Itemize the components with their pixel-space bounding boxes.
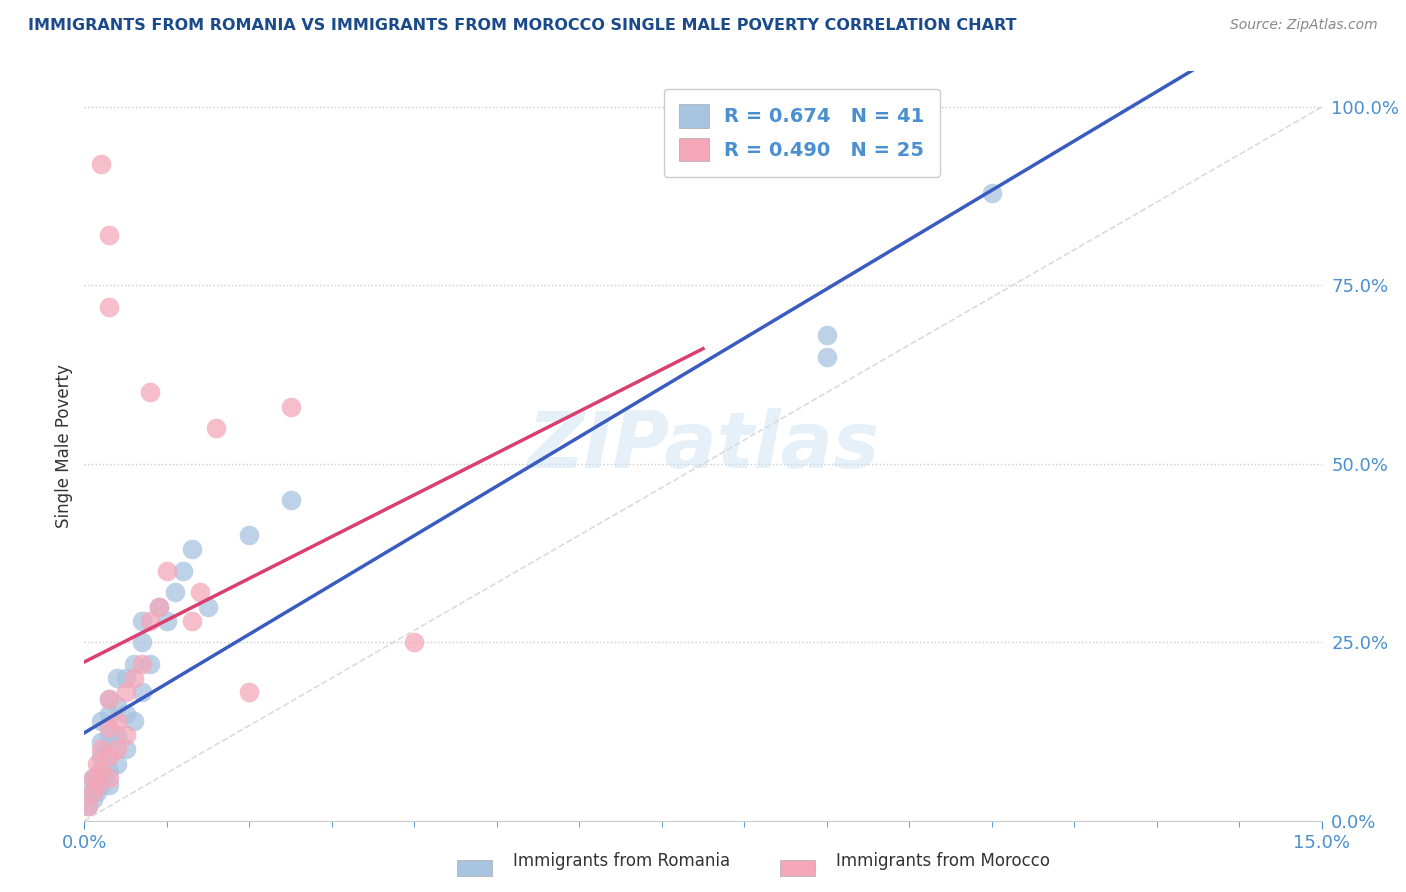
- Point: [82, 771, 104, 785]
- Point: [105, 728, 128, 742]
- Point: [98, 692, 121, 706]
- Point: [131, 657, 153, 671]
- Text: Immigrants from Romania: Immigrants from Romania: [492, 852, 730, 870]
- Point: [90, 714, 112, 728]
- Point: [180, 614, 202, 628]
- Point: [148, 599, 170, 614]
- Point: [139, 385, 162, 400]
- Point: [77, 799, 100, 814]
- Point: [139, 614, 162, 628]
- Point: [90, 764, 112, 778]
- Point: [90, 735, 112, 749]
- Point: [98, 742, 121, 756]
- Point: [105, 714, 128, 728]
- Point: [82, 785, 104, 799]
- Point: [197, 599, 219, 614]
- Point: [98, 692, 121, 706]
- Point: [90, 742, 112, 756]
- Point: [77, 799, 100, 814]
- Point: [188, 585, 211, 599]
- Point: [86, 771, 108, 785]
- Point: [86, 778, 108, 792]
- Point: [114, 671, 136, 685]
- Point: [90, 764, 112, 778]
- Point: [90, 778, 112, 792]
- Point: [280, 400, 302, 414]
- Point: [122, 657, 145, 671]
- Point: [98, 764, 121, 778]
- Point: [98, 771, 121, 785]
- Point: [98, 728, 121, 742]
- Text: Source: ZipAtlas.com: Source: ZipAtlas.com: [1230, 18, 1378, 32]
- Point: [280, 492, 302, 507]
- Point: [105, 756, 128, 771]
- Point: [82, 785, 104, 799]
- Point: [815, 328, 838, 343]
- Point: [105, 699, 128, 714]
- Point: [131, 614, 153, 628]
- Point: [114, 728, 136, 742]
- Legend: R = 0.674   N = 41, R = 0.490   N = 25: R = 0.674 N = 41, R = 0.490 N = 25: [664, 88, 941, 177]
- Point: [980, 186, 1002, 200]
- Point: [180, 542, 202, 557]
- Text: IMMIGRANTS FROM ROMANIA VS IMMIGRANTS FROM MOROCCO SINGLE MALE POVERTY CORRELATI: IMMIGRANTS FROM ROMANIA VS IMMIGRANTS FR…: [28, 18, 1017, 33]
- Point: [98, 721, 121, 735]
- Point: [172, 564, 194, 578]
- Point: [156, 614, 179, 628]
- Point: [98, 749, 121, 764]
- Point: [105, 742, 128, 756]
- Point: [114, 685, 136, 699]
- Point: [98, 778, 121, 792]
- Point: [148, 599, 170, 614]
- Point: [815, 350, 838, 364]
- Point: [98, 706, 121, 721]
- Point: [404, 635, 426, 649]
- Point: [238, 685, 260, 699]
- Y-axis label: Single Male Poverty: Single Male Poverty: [55, 364, 73, 528]
- Point: [82, 771, 104, 785]
- Point: [114, 742, 136, 756]
- Point: [139, 657, 162, 671]
- Point: [90, 157, 112, 171]
- Point: [105, 671, 128, 685]
- Point: [90, 749, 112, 764]
- Point: [205, 421, 228, 435]
- Point: [165, 585, 187, 599]
- Text: ZIPatlas: ZIPatlas: [527, 408, 879, 484]
- Point: [86, 785, 108, 799]
- Point: [86, 756, 108, 771]
- Point: [82, 778, 104, 792]
- Point: [82, 792, 104, 806]
- Point: [122, 671, 145, 685]
- Point: [131, 635, 153, 649]
- Point: [114, 706, 136, 721]
- Text: Immigrants from Morocco: Immigrants from Morocco: [815, 852, 1050, 870]
- Point: [131, 685, 153, 699]
- Point: [122, 714, 145, 728]
- Point: [98, 228, 121, 243]
- Point: [98, 300, 121, 314]
- Point: [156, 564, 179, 578]
- Point: [238, 528, 260, 542]
